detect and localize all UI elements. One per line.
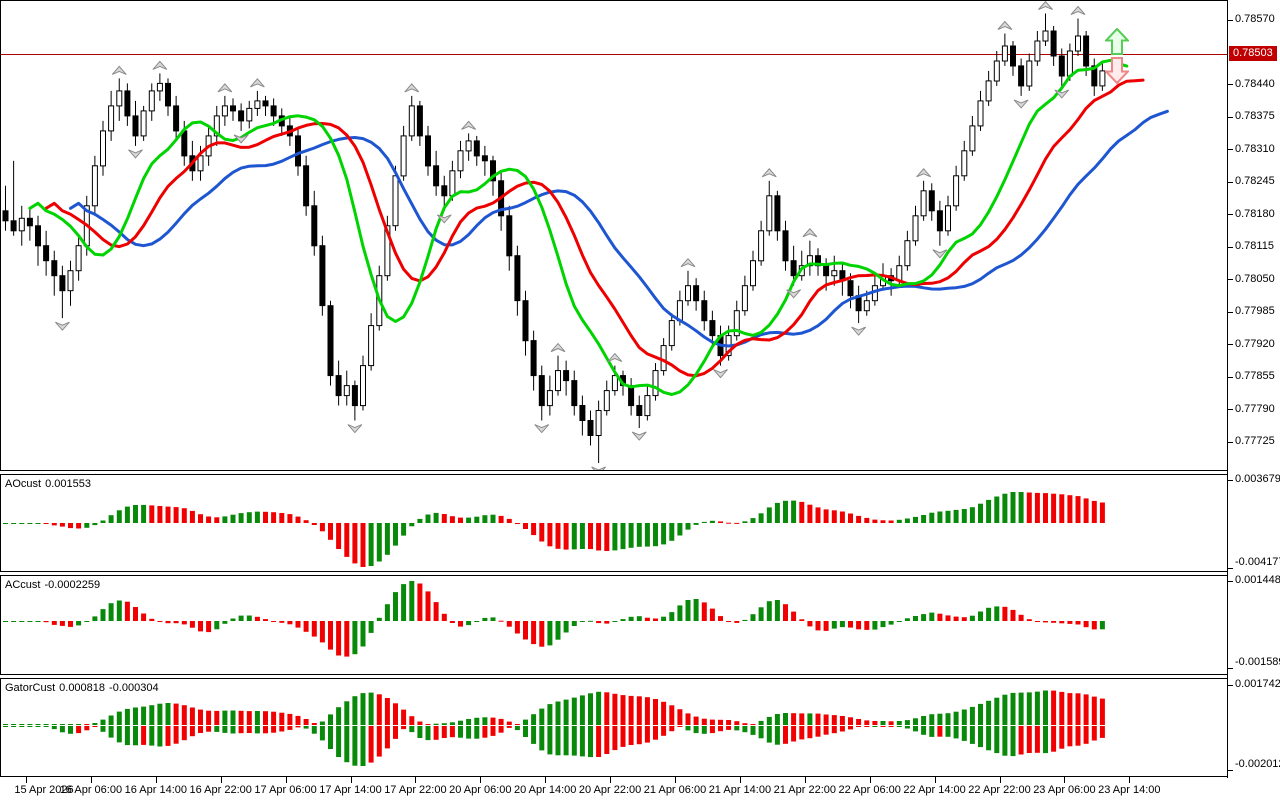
axis-tick: [1228, 668, 1233, 669]
time-tick-label: 17 Apr 14:00: [319, 784, 382, 796]
ac-indicator-label: ACcust -0.0002259: [5, 579, 104, 591]
ao-axis-min: -0.004177: [1235, 556, 1280, 568]
time-tick: [1064, 777, 1066, 783]
axis-tick: [1228, 480, 1233, 481]
time-tick: [350, 777, 352, 783]
gator-axis-max: 0.001742: [1235, 678, 1280, 690]
time-tick-label: 21 Apr 14:00: [708, 784, 772, 796]
ac-histogram: [3, 581, 1105, 657]
time-tick-label: 22 Apr 14:00: [903, 784, 966, 796]
ao-axis-max: 0.003679: [1235, 473, 1280, 485]
time-tick-label: 17 Apr 06:00: [254, 784, 317, 796]
time-tick-label: 23 Apr 06:00: [1033, 784, 1096, 796]
ao-indicator-label: AOcust 0.001553: [5, 478, 95, 490]
axis-tick: [1228, 581, 1233, 582]
time-tick: [739, 777, 741, 783]
price-tick: [1228, 409, 1233, 411]
price-tick: [1228, 441, 1233, 443]
price-tick: [1228, 344, 1233, 346]
main-chart-panel[interactable]: [0, 0, 1228, 471]
candlestick-chart[interactable]: [1, 1, 1227, 470]
time-tick: [934, 777, 936, 783]
time-tick: [90, 777, 92, 783]
price-tick: [1228, 149, 1233, 151]
time-tick: [26, 777, 27, 783]
price-tick: [1228, 311, 1233, 313]
gator-axis-min: -0.002012: [1235, 758, 1280, 770]
time-tick-label: 17 Apr 22:00: [384, 784, 447, 796]
time-tick-label: 15 Apr 2026: [14, 784, 74, 796]
ac-indicator-panel[interactable]: ACcust -0.0002259: [0, 575, 1228, 675]
time-tick-label: 20 Apr 22:00: [578, 784, 642, 796]
price-tick-label: 0.78050: [1235, 272, 1275, 285]
price-tick-label: 0.77790: [1235, 402, 1275, 415]
price-tick-label: 0.78375: [1235, 110, 1275, 123]
price-axis[interactable]: 0.78503 0.003679 -0.004177 0.0014485 -0.…: [1227, 0, 1280, 778]
current-price-label: 0.78503: [1229, 45, 1277, 61]
time-tick: [675, 777, 676, 783]
time-tick: [804, 777, 806, 783]
price-tick: [1228, 279, 1233, 281]
ao-indicator-panel[interactable]: AOcust 0.001553: [0, 474, 1228, 572]
price-tick-label: 0.78570: [1235, 13, 1275, 25]
time-tick-label: 16 Apr 22:00: [189, 784, 252, 796]
price-tick: [1228, 116, 1233, 118]
axis-tick: [1228, 568, 1233, 569]
price-tick-label: 0.78310: [1235, 142, 1275, 155]
buy-arrow-icon[interactable]: [1105, 28, 1129, 55]
price-tick-label: 0.77855: [1235, 370, 1275, 383]
indicator-name: AOcust: [5, 478, 42, 490]
ac-axis-max: 0.0014485: [1235, 574, 1280, 586]
indicator-value: -0.000304: [109, 682, 159, 694]
ao-histogram: [3, 492, 1105, 567]
indicator-value: 0.001553: [45, 478, 91, 490]
price-tick-label: 0.77985: [1235, 305, 1275, 318]
time-tick: [610, 777, 612, 783]
ac-axis-min: -0.0015895: [1235, 656, 1280, 668]
axis-tick: [1228, 685, 1233, 686]
time-tick: [480, 777, 482, 783]
gator-histogram: [3, 690, 1105, 766]
price-tick-label: 0.78180: [1235, 207, 1275, 220]
price-tick: [1228, 181, 1233, 183]
time-tick-label: 22 Apr 06:00: [838, 784, 901, 796]
price-tick-label: 0.77920: [1235, 337, 1275, 350]
gator-indicator-label: GatorCust 0.000818 -0.000304: [5, 682, 163, 694]
time-tick: [999, 777, 1001, 783]
indicator-name: ACcust: [5, 579, 41, 591]
indicator-name: GatorCust: [5, 682, 56, 694]
time-tick-label: 21 Apr 22:00: [773, 784, 836, 796]
indicator-value: 0.000818: [59, 682, 106, 694]
time-axis[interactable]: 15 Apr 2026 16 Apr 06:00 16 Apr 14:00 16 Ap…: [0, 777, 1280, 800]
price-tick-label: 0.78440: [1235, 77, 1275, 90]
axis-tick: [1228, 770, 1233, 771]
price-tick: [1228, 84, 1233, 86]
time-tick-label: 16 Apr 14:00: [124, 784, 187, 796]
price-tick-label: 0.78115: [1235, 240, 1274, 253]
time-tick-label: 20 Apr 06:00: [449, 784, 512, 796]
gator-indicator-panel[interactable]: GatorCust 0.000818 -0.000304: [0, 678, 1228, 777]
time-tick: [155, 777, 157, 783]
time-tick-label: 16 Apr 06:00: [59, 784, 123, 796]
price-tick-label: 0.78245: [1235, 175, 1275, 188]
time-tick-label: 21 Apr 06:00: [643, 784, 707, 796]
sell-arrow-icon[interactable]: [1105, 57, 1129, 84]
price-tick: [1228, 214, 1233, 216]
time-tick: [285, 777, 287, 783]
time-tick: [545, 777, 547, 783]
indicator-value: -0.0002259: [44, 579, 101, 591]
time-tick: [220, 777, 222, 783]
time-tick-label: 23 Apr 14:00: [1098, 784, 1161, 796]
time-tick-label: 20 Apr 14:00: [513, 784, 577, 796]
price-tick: [1228, 246, 1233, 248]
time-tick: [869, 777, 871, 783]
price-tick: [1228, 19, 1233, 21]
time-tick: [1129, 777, 1131, 783]
time-tick-label: 22 Apr 22:00: [968, 784, 1031, 796]
time-tick: [415, 777, 417, 783]
price-tick: [1228, 376, 1233, 378]
price-tick-label: 0.77725: [1235, 435, 1275, 447]
